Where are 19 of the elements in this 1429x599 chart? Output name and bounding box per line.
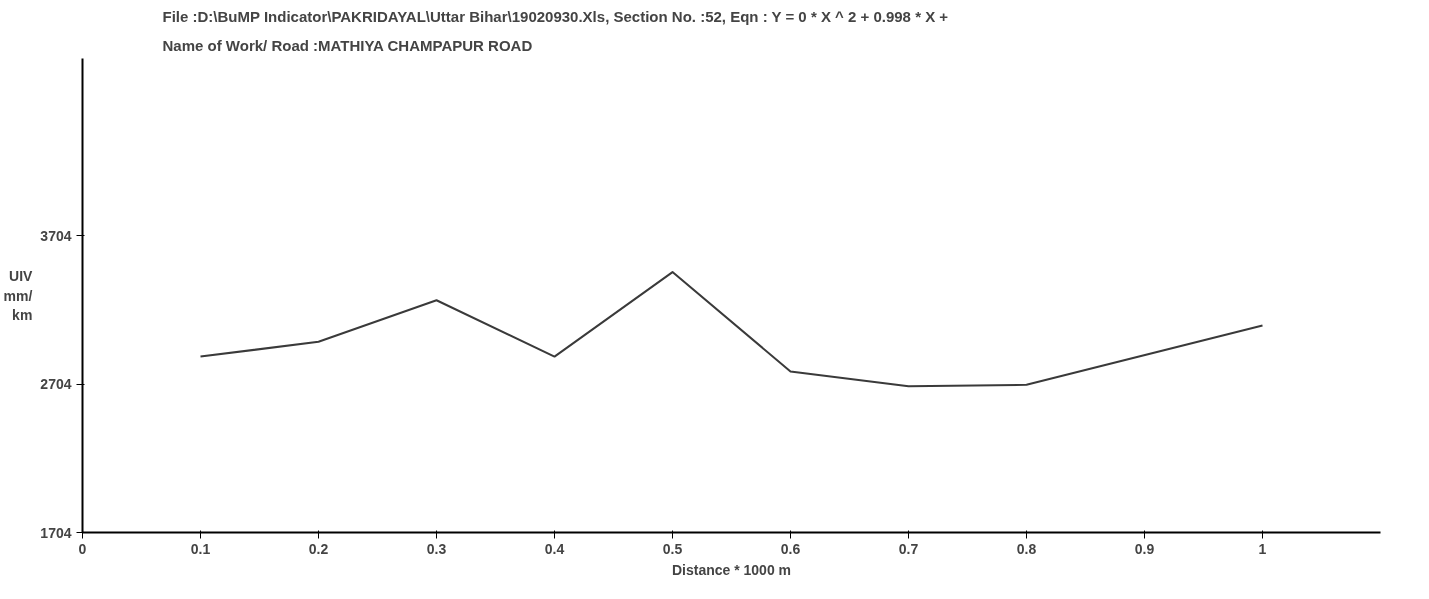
x-tick-label: 0.2: [308, 540, 329, 557]
x-tick-label: 0: [78, 540, 87, 557]
x-tick-label: 0.3: [426, 540, 447, 557]
chart-title: File :D:\BuMP Indicator\PAKRIDAYAL\Uttar Bihar\19020930.Xls, Section No. :52, Eqn : Y = 0 * X ^ 2 + 0.998 * X +: [162, 7, 949, 25]
x-axis-title: Distance * 1000 m: [671, 561, 792, 578]
y-tick-label: 2704: [40, 376, 72, 393]
x-tick-label: 0.4: [544, 540, 565, 557]
x-tick-label: 0.7: [898, 540, 919, 557]
y-tick-label: 3704: [40, 227, 72, 244]
x-tick-label: 0.6: [780, 540, 801, 557]
x-tick-label: 0.1: [190, 540, 211, 557]
y-axis-title: UIV mm/ km: [3, 268, 34, 323]
x-tick-label: 1: [1258, 540, 1267, 557]
x-tick-label: 0.9: [1134, 540, 1155, 557]
chart-subtitle: Name of Work/ Road :MATHIYA CHAMPAPUR ROAD: [162, 36, 533, 54]
y-tick-label: 1704: [40, 524, 72, 541]
line-series: [199, 271, 1264, 388]
x-tick-label: 0.5: [662, 540, 683, 557]
x-tick-label: 0.8: [1016, 540, 1037, 557]
